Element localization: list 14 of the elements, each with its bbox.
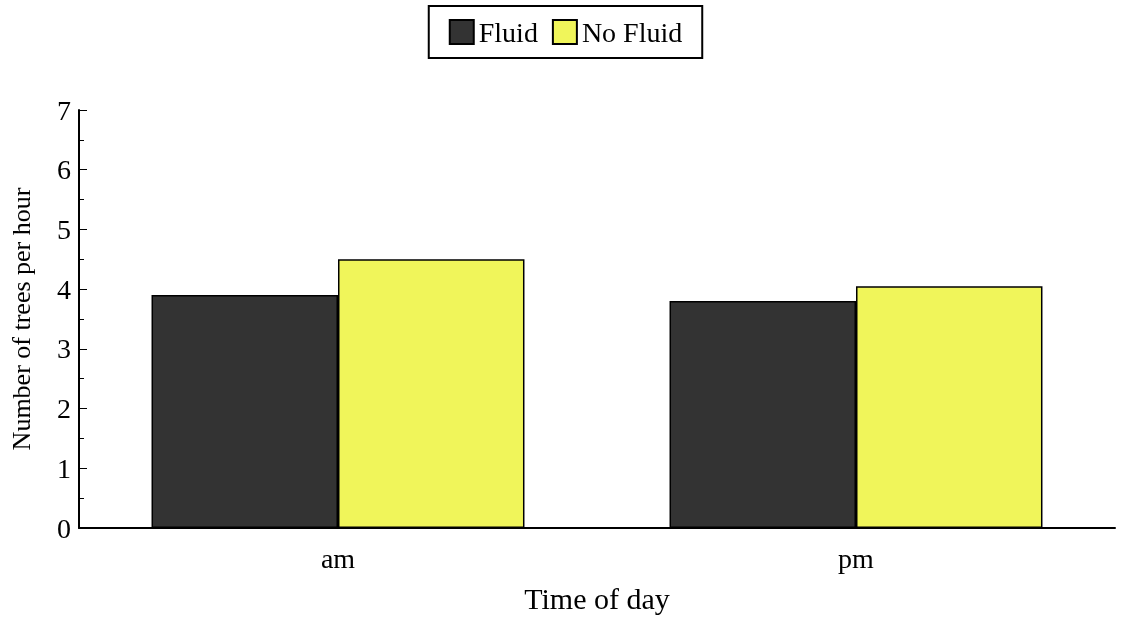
y-tick-label: 3	[57, 333, 71, 365]
legend-label: Fluid	[478, 16, 538, 48]
y-tick-label: 4	[57, 273, 71, 305]
y-tick-label: 5	[57, 213, 71, 245]
x-axis-title: Time of day	[524, 581, 670, 615]
y-axis-title: Number of trees per hour	[6, 187, 36, 451]
legend-label: No Fluid	[581, 16, 683, 48]
y-tick-label: 1	[57, 452, 71, 484]
y-tick-label: 6	[57, 154, 71, 186]
y-tick-label: 2	[57, 393, 71, 425]
x-tick-label: am	[320, 542, 356, 574]
y-tick-label: 7	[57, 94, 71, 126]
x-tick-label: pm	[838, 542, 875, 574]
y-tick-label: 0	[57, 512, 71, 544]
